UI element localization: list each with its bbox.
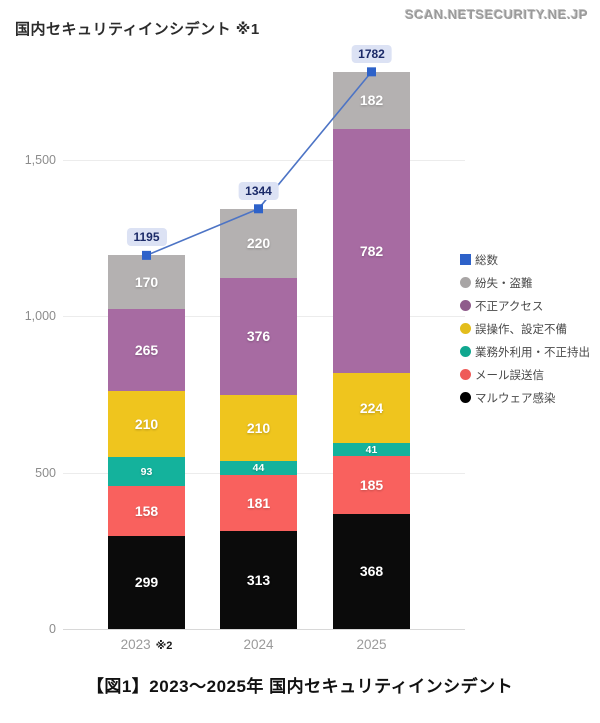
figure-caption: 【図1】2023〜2025年 国内セキュリティインシデント [86,677,514,696]
bar-segment: 158 [108,486,185,536]
segment-value-label: 210 [246,419,271,436]
legend-circle-icon [460,300,471,311]
bar-segment: 782 [333,128,410,374]
segment-value-label: 93 [140,465,153,478]
segment-value-label: 299 [134,574,159,591]
bar-segment: 44 [220,460,297,475]
y-axis-tick-label: 1,000 [24,309,56,324]
legend-item: メール誤送信 [460,363,590,386]
x-axis-line [63,629,465,630]
bar-segment: 210 [108,391,185,458]
legend-label: 紛失・盗難 [475,277,533,290]
segment-value-label: 185 [359,477,384,493]
legend-circle-icon [460,277,471,288]
bar-segment: 313 [220,531,297,629]
legend-label: 総数 [475,254,498,267]
x-axis-label: 2025 [356,637,387,652]
footnote-marker: ※2 [155,640,173,652]
site-watermark: SCAN.NETSECURITY.NE.JP [405,7,588,22]
legend-circle-icon [460,392,471,403]
segment-value-label: 376 [246,328,271,345]
y-axis-tick-label: 500 [35,465,56,480]
bar-segment: 170 [108,255,185,309]
legend-item: マルウェア感染 [460,386,590,409]
segment-value-label: 182 [359,92,384,109]
total-value-label: 1344 [238,181,279,200]
legend-square-icon [460,254,471,265]
x-axis-label: 2023 ※2 [120,637,173,652]
segment-value-label: 210 [134,416,159,433]
segment-value-label: 220 [246,235,271,252]
legend-label: メール誤送信 [475,369,544,382]
legend-circle-icon [460,323,471,334]
y-axis-tick-label: 0 [49,622,56,636]
segment-value-label: 224 [359,400,384,417]
legend-circle-icon [460,369,471,380]
segment-value-label: 44 [252,461,265,474]
bar-segment: 224 [333,373,410,444]
bar-segment: 181 [220,474,297,532]
legend-item: 不正アクセス [460,294,590,317]
bar-segment: 299 [108,535,185,629]
bar-segment: 41 [333,443,410,457]
x-axis-label: 2024 [243,637,274,652]
legend-item: 紛失・盗難 [460,271,590,294]
legend-label: 業務外利用・不正持出 [475,346,590,359]
legend-label: 不正アクセス [475,300,544,313]
chart-legend: 総数紛失・盗難不正アクセス誤操作、設定不備業務外利用・不正持出 メール誤送信 マルウ… [460,248,590,409]
bar-segment: 93 [108,457,185,487]
legend-item: 業務外利用・不正持出 [460,340,590,363]
legend-circle-icon [460,346,471,357]
bar-segment: 265 [108,308,185,392]
legend-label: 誤操作、設定不備 [475,323,567,336]
segment-value-label: 265 [134,341,159,358]
segment-value-label: 181 [246,494,271,511]
segment-value-label: 313 [246,572,271,589]
legend-item: 総数 [460,248,590,271]
bar-segment: 376 [220,277,297,396]
bar-segment: 182 [333,71,410,129]
segment-value-label: 41 [365,443,378,456]
legend-label: マルウェア感染 [475,392,556,405]
segment-value-label: 782 [359,242,384,259]
y-axis-tick-label: 1,500 [24,153,56,167]
bar-segment: 185 [333,456,410,514]
chart-title: 国内セキュリティインシデント ※1 [15,21,260,38]
bar-segment: 368 [333,513,410,629]
total-value-label: 1782 [351,44,392,63]
segment-value-label: 170 [134,273,159,290]
legend-item: 誤操作、設定不備 [460,317,590,340]
segment-value-label: 158 [134,502,159,519]
total-value-label: 1195 [126,228,167,247]
bar-segment: 210 [220,395,297,461]
segment-value-label: 368 [359,563,384,580]
bar-segment: 220 [220,208,297,278]
